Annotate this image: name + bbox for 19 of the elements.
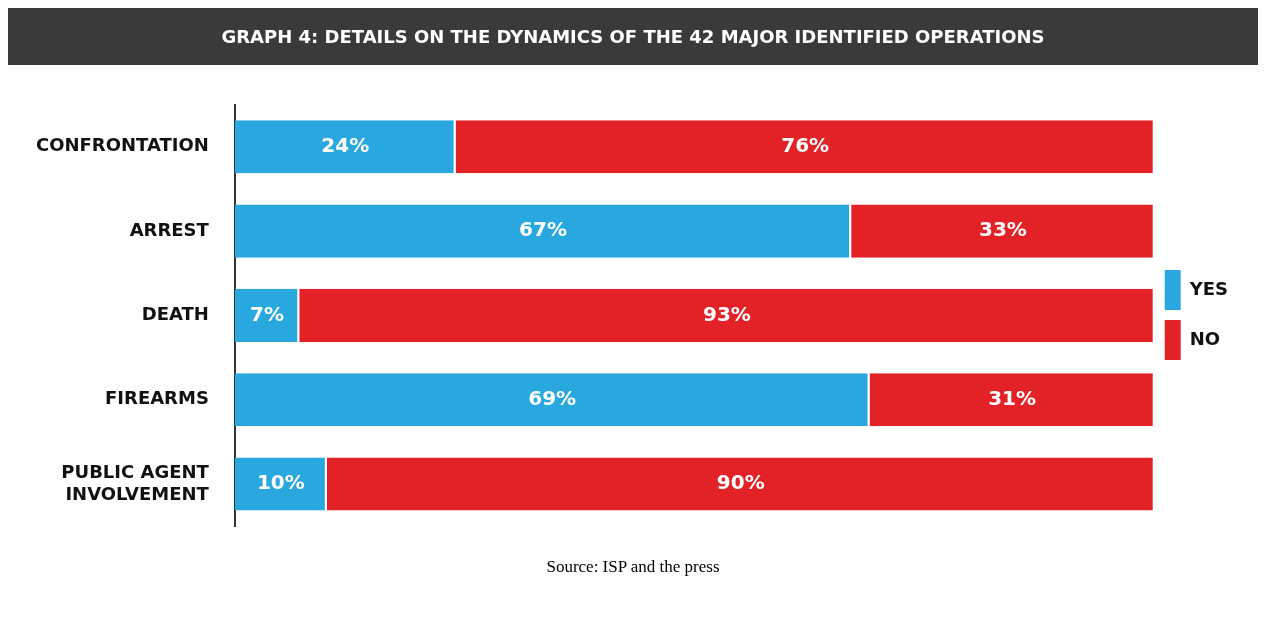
- data-label: 10%: [256, 470, 305, 495]
- y-tick-label: CONFRONTATION: [36, 134, 209, 156]
- chart-title: GRAPH 4: DETAILS ON THE DYNAMICS OF THE 42 MAJOR IDENTIFIED OPERATIONS: [8, 8, 1258, 65]
- data-label: 93%: [703, 301, 751, 326]
- y-tick-label: ARREST: [129, 218, 210, 240]
- data-label: 67%: [519, 217, 567, 242]
- data-label: 24%: [321, 132, 370, 157]
- data-label: 90%: [716, 470, 765, 495]
- data-label: 69%: [528, 385, 577, 410]
- y-tick-label: DEATH: [141, 303, 209, 325]
- data-label: 31%: [988, 385, 1037, 410]
- legend-label: YES: [1188, 277, 1228, 299]
- data-label: 7%: [250, 301, 285, 326]
- data-label: 33%: [978, 217, 1027, 242]
- y-tick-label: FIREARMS: [105, 387, 209, 409]
- data-label: 76%: [781, 132, 830, 157]
- legend-label: NO: [1189, 327, 1221, 349]
- source-note: Source: ISP and the press: [545, 557, 721, 577]
- y-tick-label: PUBLIC AGENT INVOLVEMENT: [61, 460, 210, 504]
